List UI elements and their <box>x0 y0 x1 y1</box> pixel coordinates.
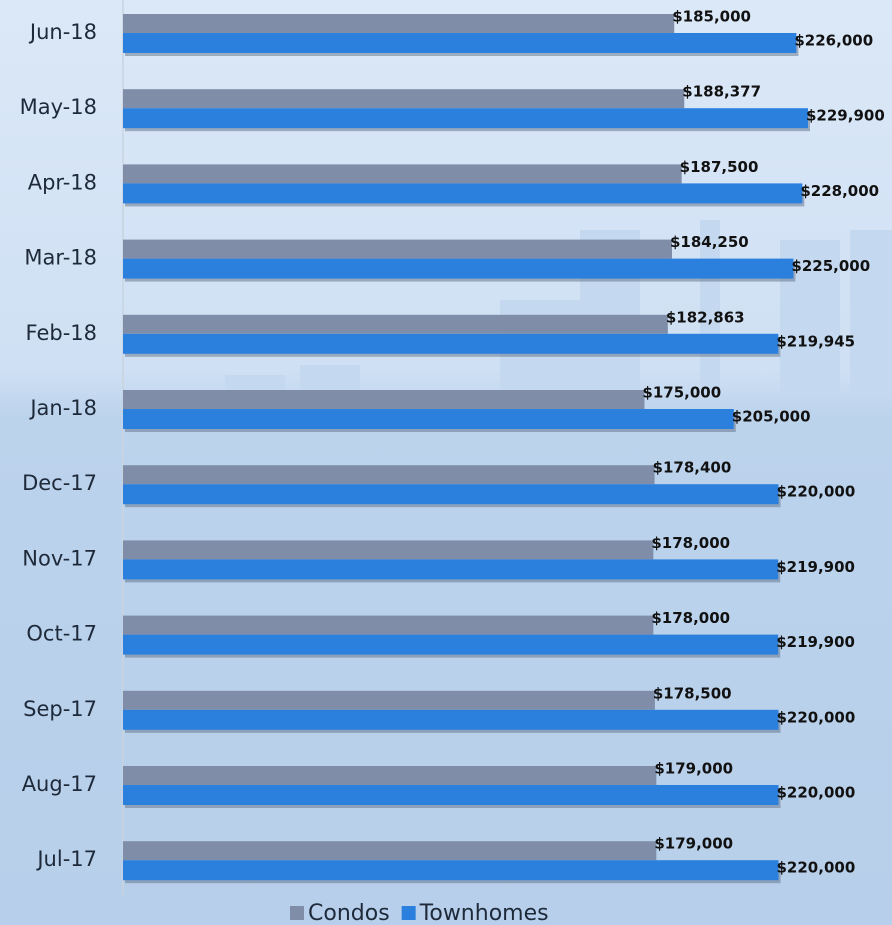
legend: Condos Townhomes <box>290 901 549 925</box>
bar <box>123 634 779 655</box>
value-label: $205,000 <box>732 408 811 426</box>
y-tick-label: Jan-18 <box>28 396 97 420</box>
bar <box>123 33 797 53</box>
bar <box>123 258 794 279</box>
value-label: $220,000 <box>777 483 856 501</box>
value-label: $182,863 <box>666 308 745 326</box>
value-label: $179,000 <box>654 760 733 778</box>
value-label: $228,000 <box>800 182 879 200</box>
value-label: $184,250 <box>670 233 749 251</box>
bar <box>123 615 654 635</box>
bar <box>123 465 655 485</box>
bar <box>123 314 668 334</box>
y-tick-label: Feb-18 <box>26 321 97 345</box>
value-label: $187,500 <box>680 158 759 176</box>
bar <box>123 709 779 730</box>
y-tick-label: May-18 <box>20 95 97 119</box>
bar <box>123 108 808 129</box>
value-label: $188,377 <box>682 83 761 101</box>
bar <box>123 390 645 409</box>
bar <box>123 690 655 710</box>
bar <box>123 766 657 785</box>
legend-swatch <box>401 906 416 920</box>
bar <box>123 785 779 805</box>
value-label: $179,000 <box>654 835 733 853</box>
bar <box>123 164 682 184</box>
legend-swatch <box>290 906 304 920</box>
value-label: $178,000 <box>651 534 730 552</box>
y-tick-label: Sep-17 <box>23 697 97 721</box>
bar <box>123 333 779 354</box>
value-label: $185,000 <box>672 8 751 26</box>
value-label: $220,000 <box>777 708 856 726</box>
value-label: $178,400 <box>653 459 732 477</box>
value-label: $220,000 <box>777 859 856 877</box>
bar <box>123 540 654 560</box>
value-label: $178,500 <box>653 684 732 702</box>
value-label: $219,900 <box>776 633 855 651</box>
value-label: $220,000 <box>777 784 856 802</box>
legend-label: Townhomes <box>419 901 549 925</box>
bar <box>123 860 779 881</box>
y-tick-label: Dec-17 <box>22 471 97 495</box>
y-tick-label: Jul-17 <box>35 847 97 871</box>
y-tick-label: Jun-18 <box>28 20 97 44</box>
legend-label: Condos <box>308 901 390 925</box>
bar <box>123 841 657 861</box>
y-tick-label: Nov-17 <box>22 546 97 570</box>
bar <box>123 484 779 505</box>
value-label: $229,900 <box>806 107 885 125</box>
y-tick-label: Oct-17 <box>26 622 97 646</box>
value-label: $178,000 <box>651 609 730 627</box>
y-tick-label: Mar-18 <box>24 246 97 270</box>
bar <box>123 239 672 259</box>
value-label: $219,945 <box>776 332 855 350</box>
bar <box>123 183 803 204</box>
bar <box>123 89 685 109</box>
y-tick-label: Aug-17 <box>22 772 97 796</box>
y-tick-label: Apr-18 <box>28 170 97 194</box>
value-label: $175,000 <box>642 384 721 402</box>
bar <box>123 409 734 429</box>
bar <box>123 14 675 33</box>
value-label: $225,000 <box>791 257 870 275</box>
value-label: $219,900 <box>776 558 855 576</box>
bar <box>123 559 779 580</box>
value-label: $226,000 <box>794 32 873 50</box>
